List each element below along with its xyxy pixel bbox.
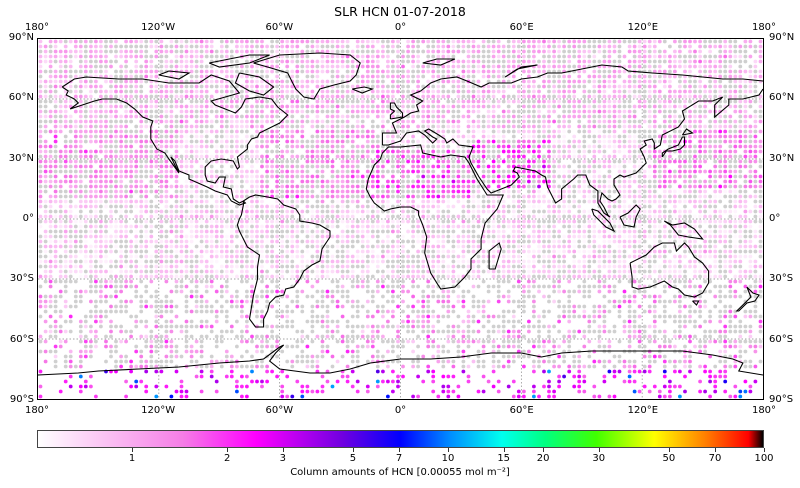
coastline-eurasia-south [382, 88, 763, 218]
coastline-novaya [504, 64, 538, 78]
colorbar-tick-label: 15 [497, 453, 511, 464]
colorbar-tick-label: 100 [754, 453, 774, 464]
colorbar-tick-mark [715, 448, 717, 452]
coastline-japan [661, 136, 686, 158]
y-tick-label: 30°N [769, 152, 795, 164]
colorbar-tick-label: 5 [349, 453, 357, 464]
colorbar-tick-mark [227, 448, 229, 452]
coastline-arctic-islands-2 [208, 54, 270, 68]
x-tick-label: 120°E [627, 405, 659, 416]
colorbar-tick-label: 30 [592, 453, 606, 464]
coastline-tasmania [692, 300, 700, 306]
colorbar-tick-label: 10 [441, 453, 455, 464]
x-tick-label: 180° [24, 22, 50, 33]
coastline-nz [735, 286, 760, 312]
y-tick-label: 0° [769, 213, 781, 224]
coastline-madagascar [488, 242, 502, 270]
coastline-north-america [61, 74, 289, 206]
y-tick-label: 90°S [769, 394, 794, 405]
colorbar-tick-label: 1 [128, 453, 136, 464]
y-tick-label: 60°N [8, 92, 34, 104]
coastlines [38, 52, 763, 376]
colorbar-tick-label: 50 [662, 453, 676, 464]
coastline-eurasia [381, 64, 763, 145]
colorbar-tick-label: 2 [224, 453, 231, 464]
colorbar-tick-label: 7 [395, 453, 403, 464]
map-plot-area [37, 38, 764, 400]
colorbar [37, 430, 764, 448]
y-tick-label: 90°N [8, 32, 34, 43]
colorbar-tick-mark [352, 448, 354, 452]
coastline-borneo [619, 204, 641, 228]
x-tick-label: 0° [394, 22, 407, 33]
x-tick-label: 60°W [265, 405, 294, 416]
coastline-sumatra [591, 208, 616, 233]
colorbar-tick-mark [668, 448, 670, 452]
colorbar-tick-label: 3 [279, 453, 287, 464]
coastline-greenland [253, 52, 361, 100]
colorbar-tick-mark [598, 448, 600, 452]
colorbar-tick-mark [399, 448, 401, 452]
y-tick-label: 30°S [769, 273, 794, 285]
y-tick-label: 60°N [769, 92, 795, 104]
graticule [38, 39, 763, 399]
x-tick-label: 60°E [509, 405, 534, 416]
x-tick-label: 60°E [509, 22, 534, 33]
coastline-svalbard [422, 58, 456, 66]
coastline-africa [365, 144, 505, 290]
coastline-baffin [234, 72, 275, 96]
colorbar-tick-mark [503, 448, 505, 452]
y-tick-label: 30°S [9, 273, 34, 285]
colorbar-tick-mark [764, 448, 765, 452]
coastline-iceland [351, 86, 375, 94]
x-tick-label: 60°W [265, 22, 294, 33]
x-tick-label: 180° [24, 405, 50, 416]
coastline-australia [629, 242, 710, 298]
y-tick-label: 0° [22, 213, 34, 224]
coastline-new-guinea [663, 220, 704, 240]
colorbar-tick-mark [132, 448, 134, 452]
chart-title: SLR HCN 01-07-2018 [334, 4, 466, 19]
coastline-uk [389, 102, 404, 120]
y-tick-label: 90°N [769, 32, 795, 43]
x-tick-label: 120°E [627, 22, 659, 33]
x-tick-label: 180° [751, 405, 777, 416]
y-tick-label: 60°S [9, 333, 34, 345]
coastline-hokkaido [681, 128, 694, 136]
y-tick-label: 90°S [9, 394, 34, 405]
coastline-arctic-islands-1 [158, 70, 191, 80]
y-tick-label: 30°N [8, 152, 34, 164]
y-tick-label: 60°S [769, 333, 794, 345]
colorbar-tick-label: 70 [708, 453, 722, 464]
hcn-data-points [38, 39, 763, 399]
coastline-south-america [236, 194, 331, 328]
coastline-antarctica [38, 344, 763, 376]
colorbar-label: Column amounts of HCN [0.00055 mol m⁻²] [290, 467, 510, 478]
x-tick-label: 120°W [141, 405, 176, 416]
x-tick-label: 180° [751, 22, 777, 33]
x-tick-label: 120°W [141, 22, 176, 33]
colorbar-tick-mark [282, 448, 284, 452]
colorbar-tick-mark [543, 448, 545, 452]
x-tick-label: 0° [394, 405, 407, 416]
colorbar-tick-mark [448, 448, 450, 452]
colorbar-tick-label: 20 [536, 453, 550, 464]
map-canvas [38, 39, 763, 399]
